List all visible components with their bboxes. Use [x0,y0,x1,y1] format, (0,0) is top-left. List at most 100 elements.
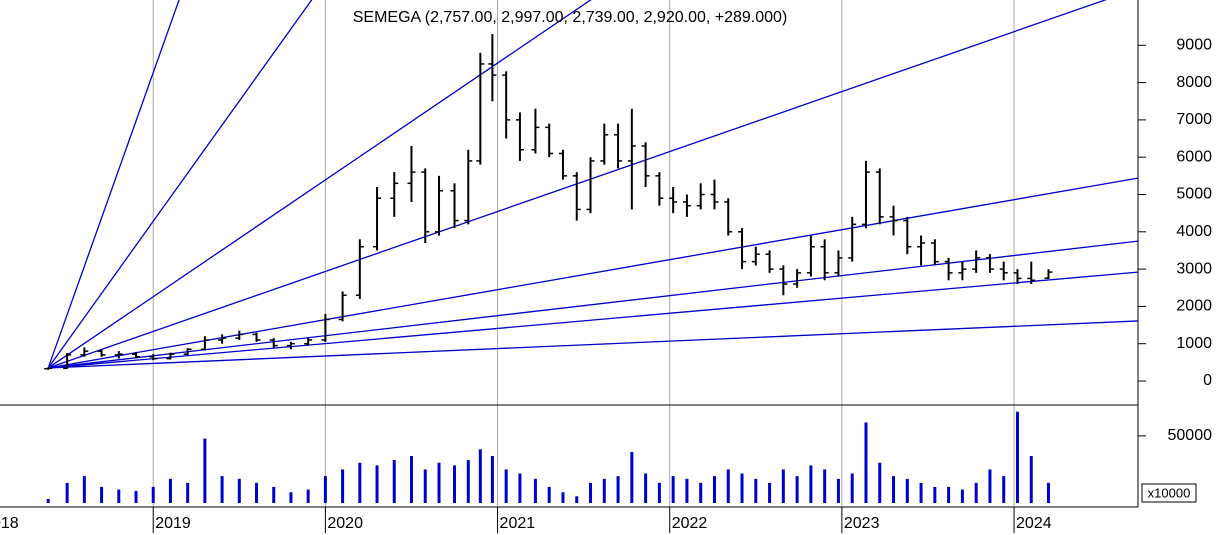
volume-bar [478,449,482,503]
volume-bar [65,482,69,503]
volume-bar [1029,456,1033,503]
fan-line [47,0,313,369]
x-tick-label: 2022 [672,515,708,532]
x-tick-label: 2020 [327,515,363,532]
grid [152,0,1146,533]
volume-bar [490,456,494,503]
volume-bar [453,465,457,503]
volume-bar [892,476,896,503]
volume-bar [1046,482,1050,503]
volume-bar [933,486,937,503]
volume-bars [46,411,1050,503]
y-tick-label: 5000 [1176,186,1212,203]
volume-bar [905,478,909,503]
volume-bar [781,469,785,503]
volume-bar [630,451,634,503]
fan-line [47,0,180,369]
volume-bar [657,482,661,503]
volume-bar [740,473,744,503]
volume-bar [533,478,537,503]
y-tick-label: 9000 [1176,37,1212,54]
volume-bar [768,482,772,503]
volume-bar [809,465,813,503]
volume-bar [589,482,593,503]
volume-bar [712,476,716,503]
volume-bar [518,473,522,503]
multiplier-box [1141,483,1197,503]
volume-bar [699,482,703,503]
volume-bar [375,465,379,503]
volume-bar [644,473,648,503]
volume-bar [602,478,606,503]
volume-bar [864,422,868,503]
volume-bar [1002,476,1006,503]
volume-bar [186,482,190,503]
fan-line [48,177,1138,369]
volume-bar [306,489,310,503]
volume-bar [974,482,978,503]
fan-line [48,271,1138,369]
volume-bar [726,469,730,503]
volume-bar [561,492,565,503]
volume-bar [504,469,508,503]
volume-multiplier: x10000 [1148,485,1191,500]
fan-lines [47,0,1138,369]
volume-bar [323,476,327,503]
volume-bar [988,469,992,503]
fan-line [47,0,592,369]
volume-bar [823,469,827,503]
fan-line [47,0,1107,369]
volume-bar [255,482,259,503]
volume-bar [46,498,50,503]
volume-bar [168,478,172,503]
volume-bar [220,476,224,503]
x-tick-label: 2023 [844,515,880,532]
volume-bar [341,469,345,503]
volume-bar [1015,411,1019,503]
y-tick-label: 2000 [1176,298,1212,315]
volume-bar [203,438,207,503]
y-tick-label: 6000 [1176,148,1212,165]
volume-bar [795,476,799,503]
volume-bar [134,490,138,503]
volume-bar [392,460,396,503]
volume-bar [919,482,923,503]
volume-tick-label: 50000 [1168,427,1213,444]
volume-bar [82,476,86,503]
x-tick-label: 2021 [500,515,536,532]
y-tick-label: 3000 [1176,260,1212,277]
y-tick-label: 0 [1203,372,1212,389]
volume-bar [100,486,104,503]
volume-bar [754,478,758,503]
y-tick-label: 7000 [1176,111,1212,128]
volume-bar [836,478,840,503]
volume-bar [685,478,689,503]
labels: 2018 2019 2020 2021 2022 2023 2024 0 1000 2000 300… [0,37,1212,533]
volume-bar [237,478,241,503]
y-tick-label: 4000 [1176,223,1212,240]
volume-bar [616,476,620,503]
y-tick-label: 8000 [1176,74,1212,91]
volume-bar [947,486,951,503]
x-tick-label: 2019 [155,515,191,532]
volume-bar [878,462,882,503]
chart-title: SEMEGA (2,757.00, 2,997.00, 2,739.00, 2,… [353,9,788,26]
volume-bar [437,462,441,503]
volume-bar [671,476,675,503]
y-tick-label: 1000 [1176,335,1212,352]
volume-bar [358,462,362,503]
volume-bar [547,486,551,503]
volume-bar [960,489,964,503]
volume-bar [117,489,121,503]
volume-bar [423,469,427,503]
fan-line [48,240,1138,369]
volume-bar [272,486,276,503]
fan-line [48,320,1138,369]
x-tick-label: 2024 [1016,515,1052,532]
price-bars [44,34,1053,370]
volume-bar [575,496,579,503]
x-tick-label: 2018 [0,515,19,532]
volume-bar [409,456,413,503]
volume-bar [289,492,293,503]
